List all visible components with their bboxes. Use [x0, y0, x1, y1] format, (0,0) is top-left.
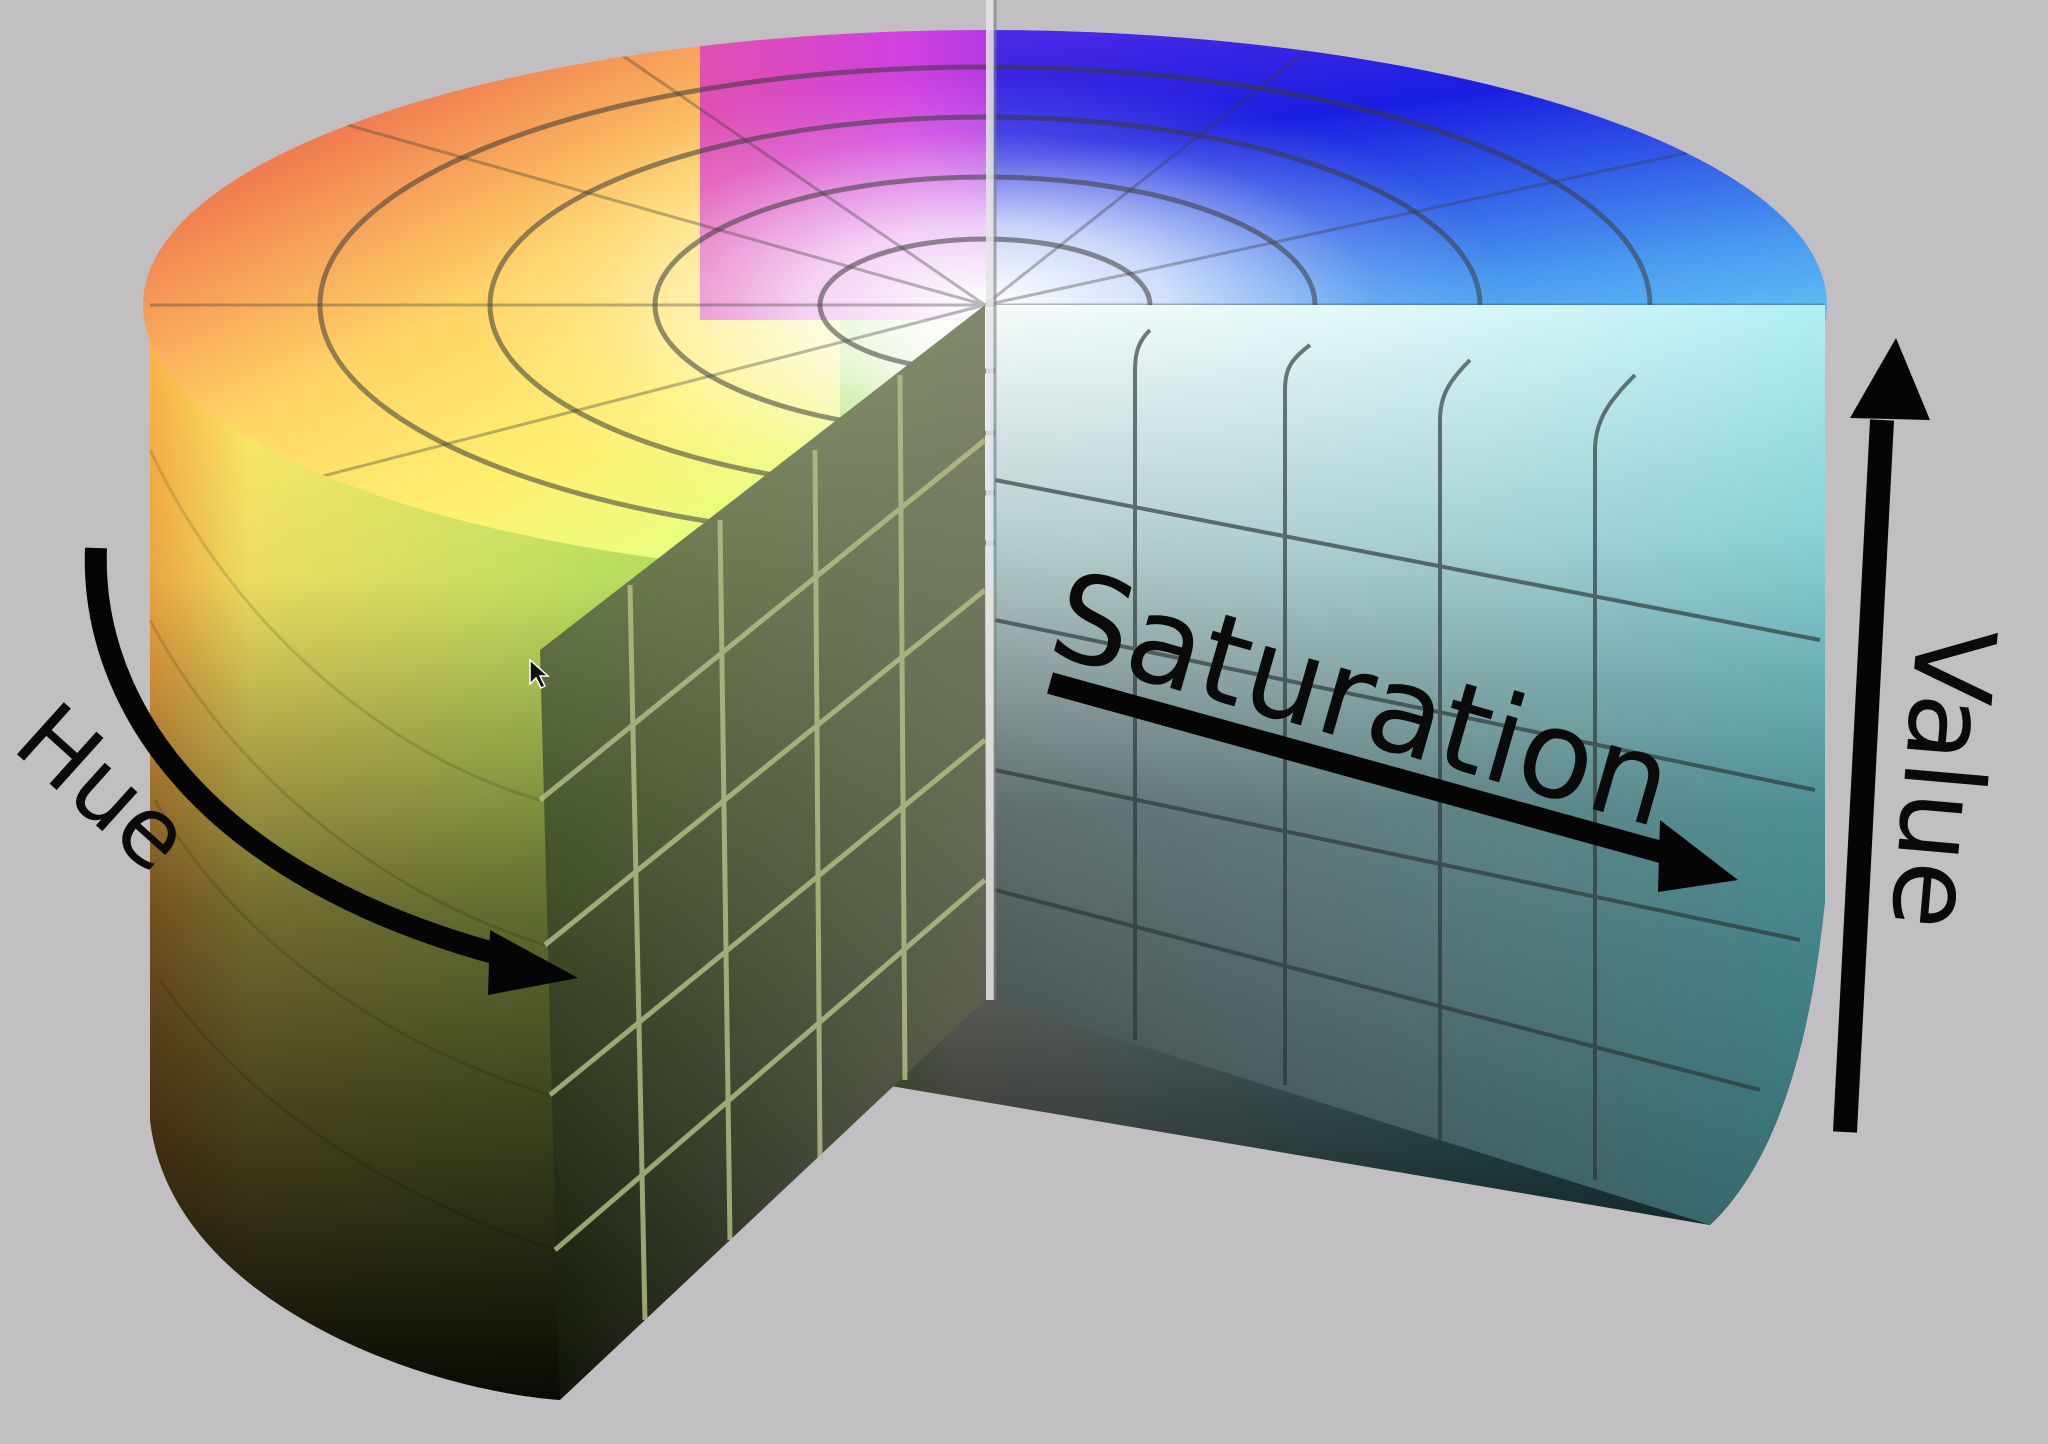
cut-face-left-grid: [538, 374, 987, 1321]
hsv-cylinder: [143, 0, 1827, 1400]
value-arrow: [1833, 338, 1930, 1133]
mouse-pointer-icon: [529, 658, 550, 690]
cut-face-right: [994, 305, 1825, 1225]
value-label: Value: [1866, 623, 2020, 935]
saturation-arrow: [1047, 672, 1738, 892]
cut-face-left: [538, 305, 987, 1400]
wall-value-bands: [148, 449, 556, 1252]
hue-arrow: [84, 547, 578, 995]
cut-face-right-grid: [994, 328, 1821, 1180]
